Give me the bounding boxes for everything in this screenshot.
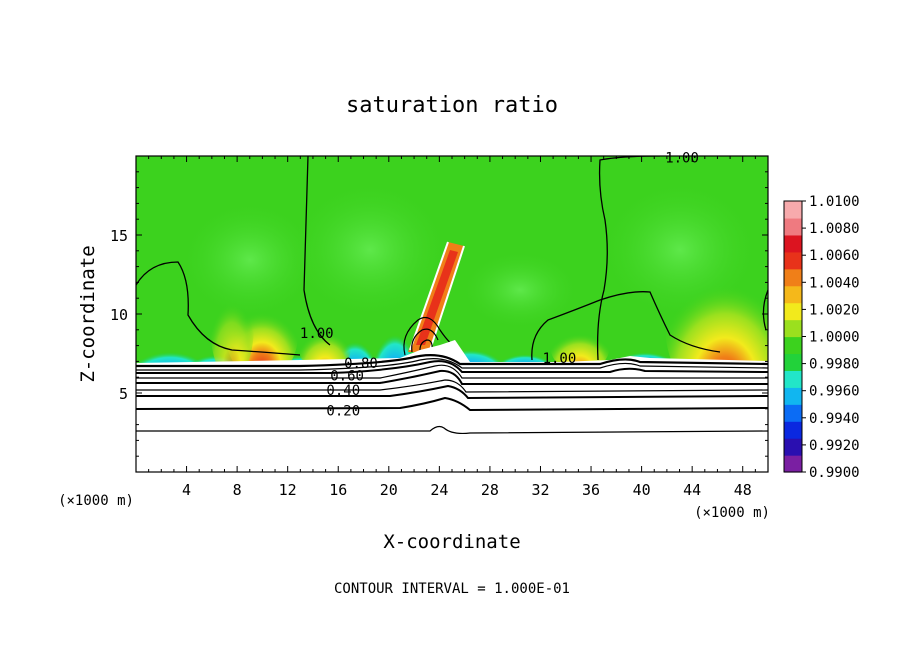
colorbar-swatch (784, 370, 802, 388)
colorbar-label: 0.9940 (809, 411, 860, 427)
y-axis: 5 10 15 (110, 171, 768, 457)
colorbar-swatch (784, 217, 802, 236)
colorbar-swatch (784, 421, 802, 439)
contour-labels: 1.00 1.00 1.00 0.800.600.40 0.20 (300, 151, 699, 420)
contour-line (596, 156, 661, 361)
colorbar-swatch (784, 404, 802, 422)
contour-line (411, 328, 439, 353)
x-axis-unit: (×1000 m) (694, 505, 770, 521)
colorbar-label: 1.0020 (809, 302, 860, 318)
supersaturation-plume (550, 317, 610, 373)
contour-line (762, 289, 768, 331)
colorbar-label: 0.9980 (809, 357, 860, 373)
y-tick-label: 15 (110, 227, 128, 245)
plot-area (136, 156, 768, 472)
x-tick-label: 40 (633, 481, 651, 499)
colorbar-swatch (784, 353, 802, 371)
x-tick-label: 12 (279, 481, 297, 499)
colorbar-swatch (784, 285, 802, 304)
x-tick-label: 48 (734, 481, 752, 499)
colorbar-swatch (784, 319, 802, 338)
colorbar-swatch (784, 387, 802, 405)
contour-interval-note: CONTOUR INTERVAL = 1.000E-01 (334, 581, 570, 597)
colorbar-label: 0.9960 (809, 384, 860, 400)
contour-label: 0.60 (330, 369, 364, 385)
x-tick-label: 32 (531, 481, 549, 499)
x-tick-label: 36 (582, 481, 600, 499)
updraft-streak-edge (429, 245, 465, 351)
field-shading (460, 250, 580, 330)
x-tick-label: 8 (233, 481, 242, 499)
contour-line (136, 353, 768, 368)
colorbar-swatch (784, 251, 802, 270)
contour-label: 0.80 (344, 356, 378, 372)
x-tick-label: 20 (380, 481, 398, 499)
contour-line (136, 379, 768, 393)
colorbar-label: 1.0000 (809, 330, 860, 346)
x-axis-title: X-coordinate (383, 531, 520, 553)
chart-title: saturation ratio (346, 93, 558, 118)
contour-label: 1.00 (300, 326, 334, 342)
stratified-contours (136, 353, 768, 435)
contour-label: 0.40 (326, 383, 360, 399)
updraft-streak-edge (409, 241, 449, 351)
field-shading (290, 180, 450, 320)
x-axis: 4 8 12 16 20 24 28 32 36 40 44 48 (148, 156, 756, 499)
x-tick-label: 4 (182, 481, 191, 499)
contour-label: 0.20 (326, 403, 360, 419)
y-axis-unit: (×1000 m) (58, 493, 134, 509)
contour-line (136, 396, 768, 412)
contour-line (531, 291, 721, 361)
colorbar-swatch (784, 455, 802, 473)
contour-line (136, 261, 301, 356)
contour-line (136, 369, 768, 385)
colorbar-swatch (784, 234, 802, 253)
x-tick-label: 28 (481, 481, 499, 499)
y-axis-title: Z-coordinate (77, 245, 99, 382)
y-tick-label: 10 (110, 306, 128, 324)
y-tick-label: 5 (119, 385, 128, 403)
contour-line (303, 156, 331, 346)
field-shading (180, 200, 320, 320)
colorbar-label: 1.0100 (809, 194, 860, 210)
colorbar-label: 1.0080 (809, 221, 860, 237)
contour-line (136, 358, 768, 371)
colorbar-label: 0.9900 (809, 465, 860, 481)
supersaturation-plume (210, 270, 254, 380)
contour-line (136, 384, 768, 400)
updraft-streak-core (416, 250, 458, 345)
colorbar-swatch (784, 201, 802, 219)
colorbar-swatch (784, 438, 802, 456)
colorbar: 1.0100 1.0080 1.0060 1.0040 1.0020 1.0000 0.99… (783, 194, 860, 481)
colorbar-swatch (784, 268, 802, 287)
contour-line (419, 339, 433, 351)
contour-label: 1.00 (543, 351, 577, 367)
x-tick-label: 16 (329, 481, 347, 499)
colorbar-label: 0.9920 (809, 438, 860, 454)
colorbar-label: 1.0040 (809, 275, 860, 291)
colorbar-swatch (784, 302, 802, 321)
x-tick-label: 24 (430, 481, 448, 499)
contour-line (136, 360, 768, 374)
contour-line (136, 425, 768, 435)
colorbar-label: 1.0060 (809, 248, 860, 264)
colorbar-swatch (784, 336, 802, 355)
x-tick-label: 44 (683, 481, 701, 499)
contour-line (136, 364, 768, 379)
contour-label: 1.00 (665, 151, 699, 167)
